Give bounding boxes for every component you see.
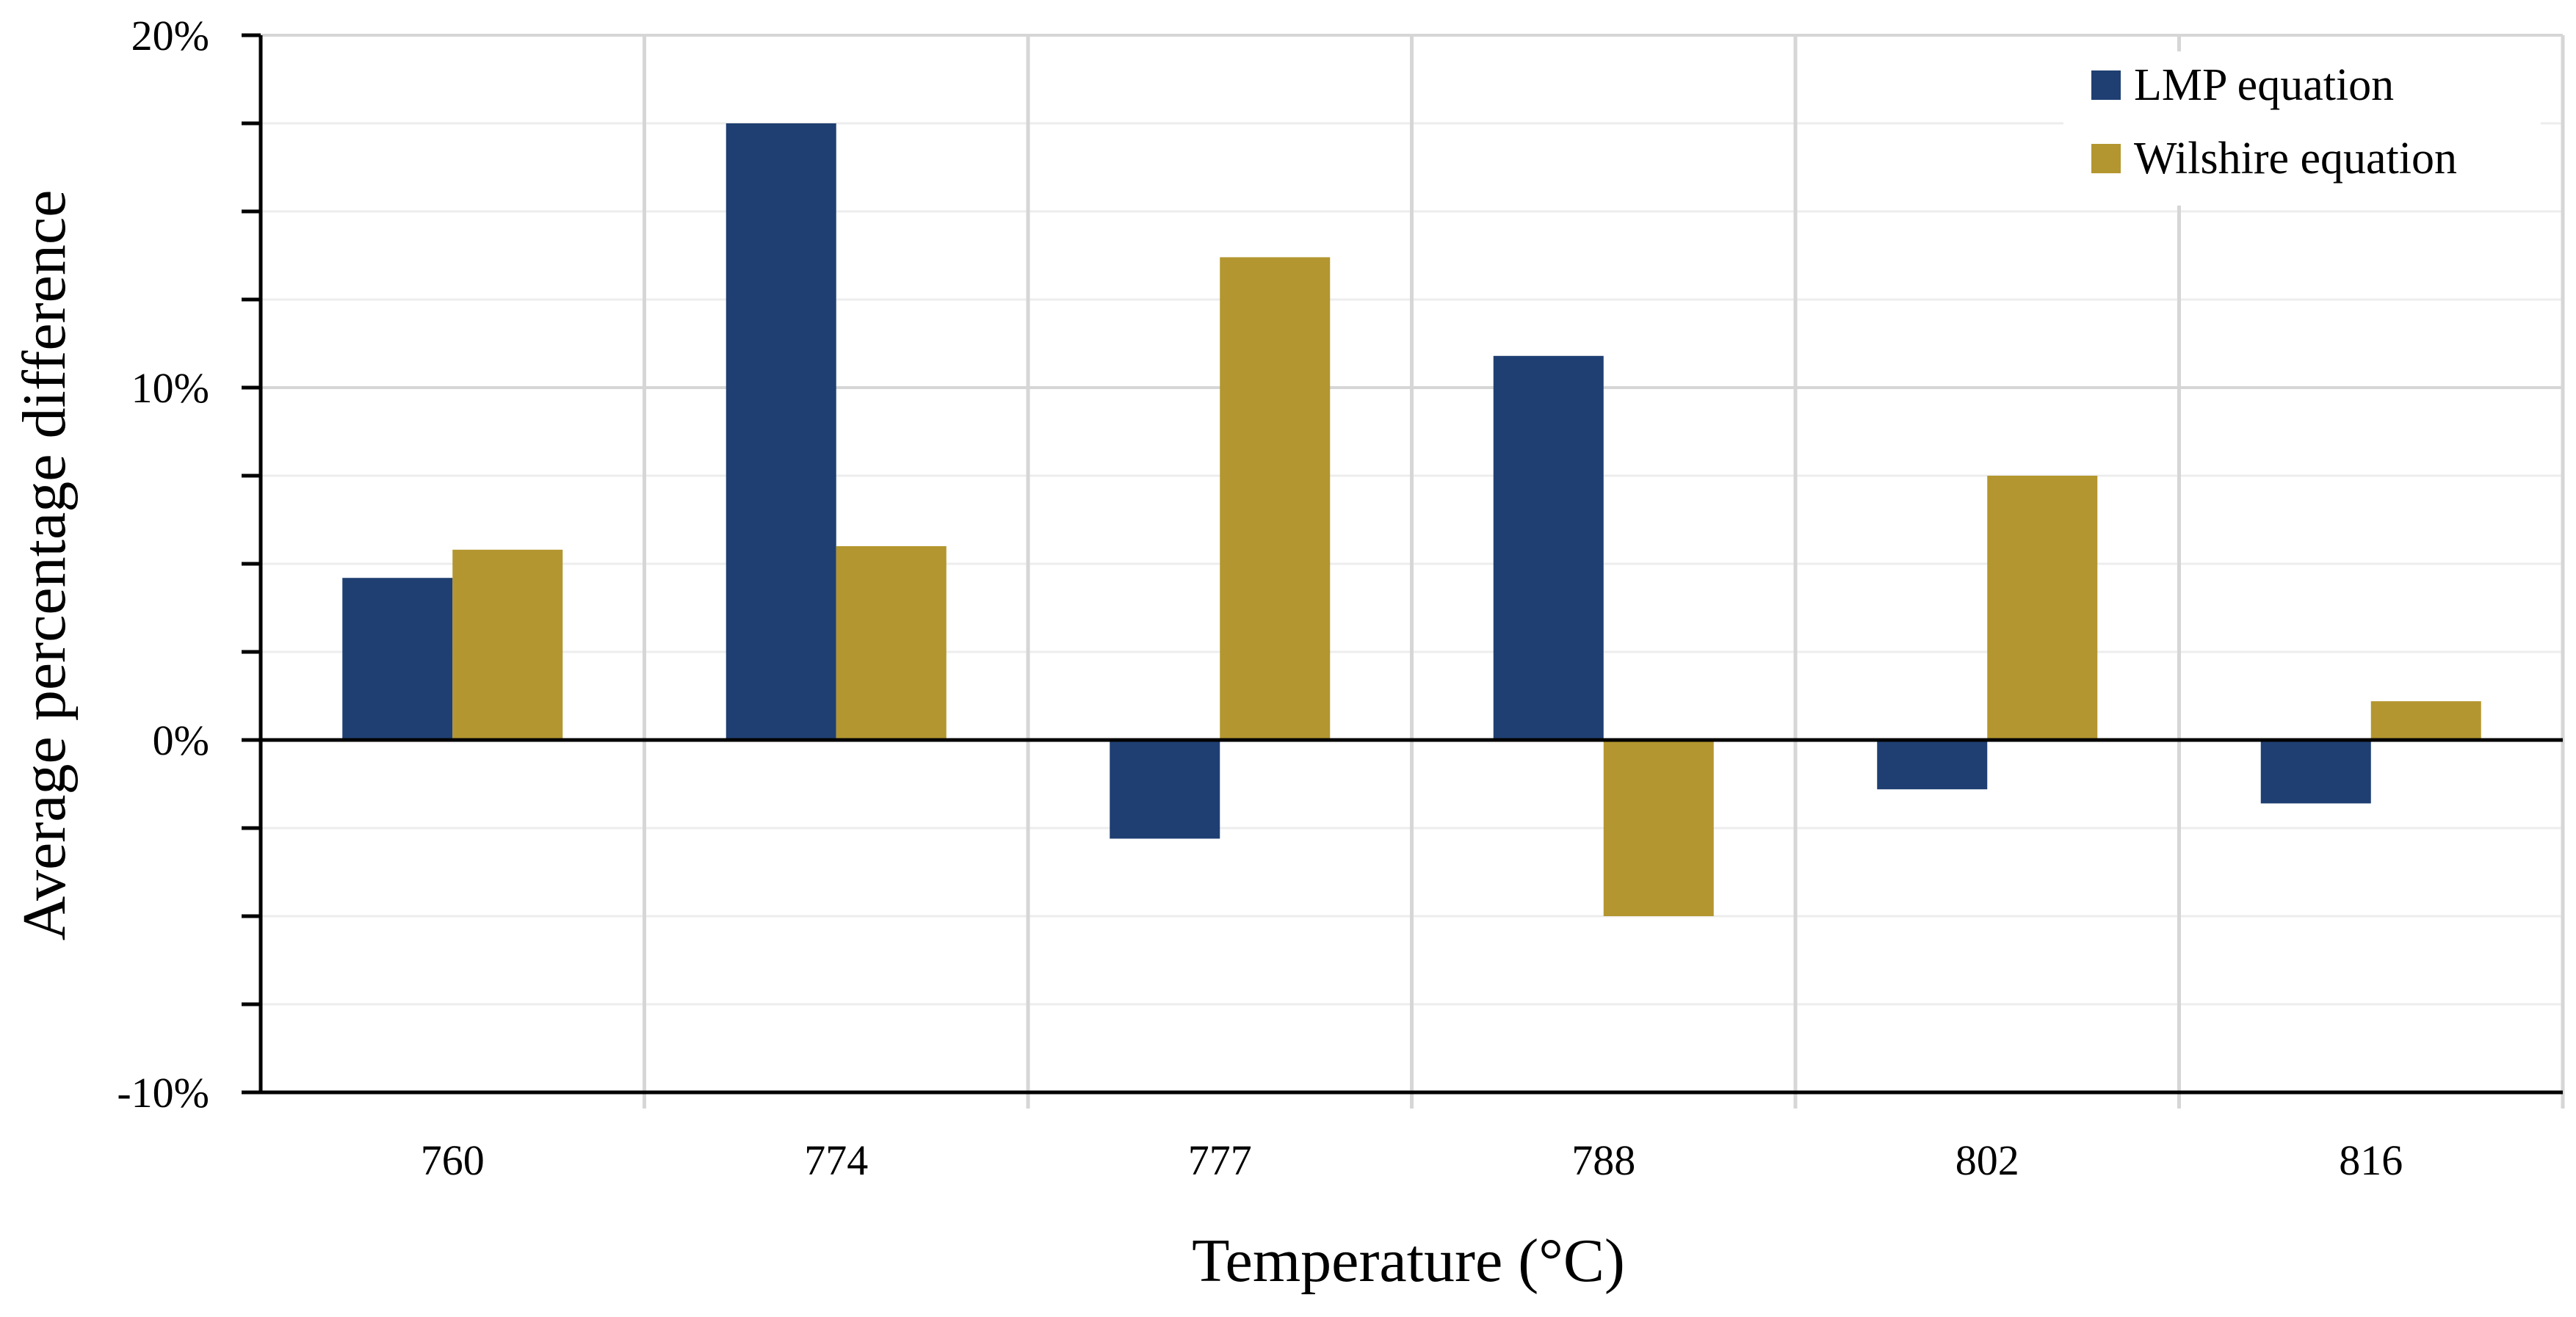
x-tick-label: 802 bbox=[1955, 1136, 2019, 1184]
axes-layer bbox=[242, 33, 2563, 1095]
grid-layer bbox=[261, 34, 2565, 1109]
labels-layer: 20% 10% 0% -10% 760 774 777 788 802 816 bbox=[117, 12, 2403, 1184]
bar-wilshire-816 bbox=[2370, 701, 2481, 740]
bar-lmp-760 bbox=[342, 578, 453, 740]
legend-background bbox=[2063, 51, 2541, 206]
x-tick-label: 777 bbox=[1188, 1136, 1252, 1184]
bar-wilshire-802 bbox=[1987, 476, 2098, 740]
y-tick-label: 20% bbox=[131, 12, 209, 59]
y-tick-label: 0% bbox=[153, 716, 209, 764]
bar-lmp-816 bbox=[2260, 740, 2371, 804]
legend-label-lmp: LMP equation bbox=[2134, 60, 2394, 110]
bar-lmp-788 bbox=[1493, 355, 1604, 740]
y-tick-label: 10% bbox=[131, 364, 209, 412]
bar-wilshire-760 bbox=[452, 549, 563, 740]
bar-wilshire-774 bbox=[836, 546, 947, 740]
legend-swatch-lmp bbox=[2091, 70, 2121, 100]
x-tick-label: 788 bbox=[1571, 1136, 1635, 1184]
x-tick-label: 774 bbox=[804, 1136, 868, 1184]
legend: LMP equation Wilshire equation bbox=[2063, 51, 2541, 206]
y-axis-title: Average percentage difference bbox=[10, 190, 79, 941]
x-tick-label: 760 bbox=[421, 1136, 485, 1184]
legend-label-wilshire: Wilshire equation bbox=[2134, 134, 2457, 184]
bar-lmp-774 bbox=[726, 123, 836, 740]
bar-wilshire-777 bbox=[1220, 257, 1331, 740]
bar-lmp-777 bbox=[1110, 740, 1220, 839]
bar-lmp-802 bbox=[1877, 740, 1988, 790]
bars-layer bbox=[342, 123, 2481, 916]
legend-swatch-wilshire bbox=[2091, 144, 2121, 173]
x-axis-title: Temperature (°C) bbox=[1192, 1227, 1625, 1295]
bar-wilshire-788 bbox=[1603, 740, 1714, 916]
y-tick-label: -10% bbox=[117, 1069, 209, 1117]
x-tick-label: 816 bbox=[2339, 1136, 2403, 1184]
